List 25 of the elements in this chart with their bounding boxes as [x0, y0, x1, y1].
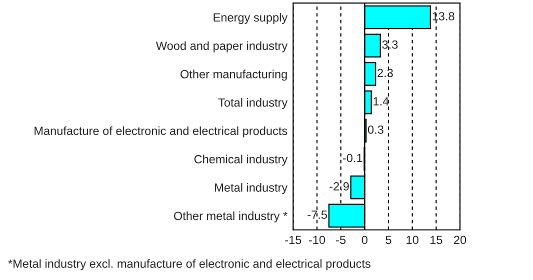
x-tick-label: 10: [406, 236, 418, 244]
data-label: -2.9: [330, 182, 349, 191]
text: *Metal industry excl. manufacture of electronic and electrical products: [8, 259, 370, 270]
y-tick-label: Energy supply: [214, 12, 288, 24]
y-tick-label: Total industry: [218, 98, 288, 110]
y-tick-label: Wood and paper industry: [156, 41, 288, 52]
x-tick-label: -10: [308, 236, 326, 244]
y-tick-label: Other metal industry *: [174, 211, 288, 222]
y-tick-label: Other manufacturing: [180, 70, 287, 81]
data-label: 1.4: [374, 97, 389, 106]
x-tick-label: 5: [386, 236, 392, 244]
data-label: 0.3: [368, 125, 384, 134]
data-label: -0.1: [342, 154, 362, 162]
y-tick-label: Manufacture of electronic and electrical products: [34, 126, 288, 138]
y-tick-label: Chemical industry: [194, 154, 288, 166]
y-tick-label: Metal industry: [215, 183, 288, 194]
x-tick-label: -15: [285, 236, 302, 244]
x-tick-label: 20: [454, 236, 466, 244]
x-tick-label: -5: [336, 236, 346, 244]
data-label: 2.3: [378, 68, 393, 78]
data-label: -7.5: [308, 210, 328, 219]
x-tick-label: 0: [362, 236, 368, 244]
data-label: 13.8: [432, 12, 454, 20]
x-tick-label: 15: [430, 236, 442, 244]
data-label: 3.3: [382, 40, 398, 49]
